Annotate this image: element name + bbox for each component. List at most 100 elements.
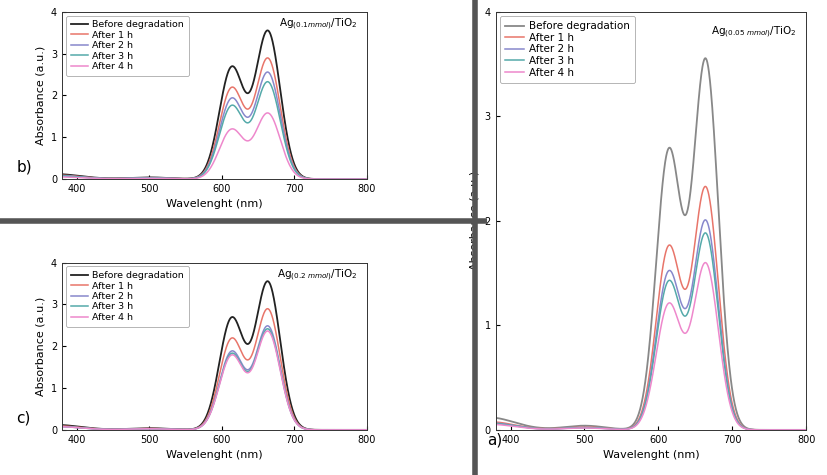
After 3 h bbox=[661, 285, 671, 290]
After 3 h bbox=[700, 230, 710, 236]
Text: Ag$_{(0.1mmol)}$/TiO$_2$: Ag$_{(0.1mmol)}$/TiO$_2$ bbox=[279, 17, 357, 32]
After 2 h bbox=[160, 175, 170, 181]
Before degradation bbox=[223, 68, 233, 74]
After 1 h bbox=[700, 183, 710, 189]
Before degradation bbox=[543, 425, 553, 431]
After 1 h bbox=[262, 306, 272, 312]
Before degradation bbox=[57, 422, 67, 428]
Before degradation bbox=[217, 345, 227, 351]
After 2 h bbox=[108, 427, 118, 432]
Before degradation bbox=[532, 425, 542, 430]
Line: After 2 h: After 2 h bbox=[62, 326, 366, 430]
After 1 h bbox=[625, 425, 635, 431]
After 4 h bbox=[801, 427, 811, 433]
After 1 h bbox=[57, 172, 67, 178]
Y-axis label: Absorbance (a.u.): Absorbance (a.u.) bbox=[36, 46, 45, 145]
After 4 h bbox=[661, 306, 671, 312]
After 4 h bbox=[543, 426, 553, 432]
After 3 h bbox=[595, 426, 605, 431]
After 1 h bbox=[189, 426, 199, 432]
X-axis label: Wavelenght (nm): Wavelenght (nm) bbox=[166, 450, 263, 460]
Line: Before degradation: Before degradation bbox=[495, 58, 806, 430]
Line: After 4 h: After 4 h bbox=[495, 263, 806, 430]
Y-axis label: Absorbance (a.u.): Absorbance (a.u.) bbox=[36, 297, 45, 396]
After 3 h bbox=[189, 426, 199, 432]
Before degradation bbox=[98, 175, 108, 181]
Before degradation bbox=[160, 426, 170, 431]
Line: After 1 h: After 1 h bbox=[62, 309, 366, 430]
After 4 h bbox=[57, 424, 67, 429]
Line: After 4 h: After 4 h bbox=[62, 331, 366, 430]
After 4 h bbox=[108, 176, 118, 181]
After 3 h bbox=[801, 427, 811, 433]
After 2 h bbox=[661, 275, 671, 281]
Line: Before degradation: Before degradation bbox=[62, 30, 366, 179]
After 3 h bbox=[108, 427, 118, 432]
Line: After 2 h: After 2 h bbox=[495, 220, 806, 430]
Before degradation bbox=[700, 56, 710, 61]
After 4 h bbox=[108, 427, 118, 432]
Before degradation bbox=[98, 426, 108, 432]
After 3 h bbox=[98, 176, 108, 181]
Before degradation bbox=[108, 176, 118, 181]
After 1 h bbox=[98, 175, 108, 181]
After 4 h bbox=[595, 426, 605, 431]
After 3 h bbox=[223, 105, 233, 111]
After 3 h bbox=[223, 354, 233, 360]
Before degradation bbox=[490, 415, 500, 421]
After 1 h bbox=[223, 339, 233, 345]
After 3 h bbox=[57, 173, 67, 179]
After 2 h bbox=[98, 176, 108, 181]
After 4 h bbox=[625, 426, 635, 431]
After 2 h bbox=[595, 425, 605, 431]
After 2 h bbox=[625, 425, 635, 431]
After 4 h bbox=[223, 355, 233, 361]
After 2 h bbox=[189, 175, 199, 181]
After 2 h bbox=[262, 323, 272, 329]
Before degradation bbox=[217, 95, 227, 100]
Line: After 1 h: After 1 h bbox=[495, 186, 806, 430]
Text: Ag$_{(0.05\ mmol)}$/TiO$_2$: Ag$_{(0.05\ mmol)}$/TiO$_2$ bbox=[711, 24, 797, 40]
After 4 h bbox=[160, 426, 170, 432]
After 1 h bbox=[361, 176, 371, 182]
Line: After 3 h: After 3 h bbox=[495, 233, 806, 430]
Text: b): b) bbox=[17, 159, 32, 174]
Before degradation bbox=[361, 427, 371, 433]
After 1 h bbox=[108, 427, 118, 432]
After 2 h bbox=[217, 370, 227, 376]
After 2 h bbox=[223, 352, 233, 357]
After 2 h bbox=[223, 99, 233, 104]
After 1 h bbox=[108, 176, 118, 181]
Before degradation bbox=[160, 175, 170, 180]
After 3 h bbox=[217, 371, 227, 377]
After 4 h bbox=[160, 176, 170, 181]
Before degradation bbox=[189, 426, 199, 431]
After 4 h bbox=[361, 427, 371, 433]
After 1 h bbox=[661, 251, 671, 256]
After 4 h bbox=[189, 176, 199, 181]
After 1 h bbox=[361, 427, 371, 433]
After 1 h bbox=[595, 425, 605, 431]
After 3 h bbox=[625, 426, 635, 431]
Legend: Before degradation, After 1 h, After 2 h, After 3 h, After 4 h: Before degradation, After 1 h, After 2 h… bbox=[500, 16, 635, 83]
After 4 h bbox=[189, 426, 199, 432]
After 1 h bbox=[801, 427, 811, 433]
After 2 h bbox=[189, 426, 199, 432]
Line: After 4 h: After 4 h bbox=[62, 113, 366, 179]
After 3 h bbox=[654, 319, 664, 324]
Line: After 2 h: After 2 h bbox=[62, 72, 366, 179]
After 1 h bbox=[189, 175, 199, 181]
After 3 h bbox=[490, 421, 500, 427]
Line: Before degradation: Before degradation bbox=[62, 281, 366, 430]
After 4 h bbox=[98, 176, 108, 181]
Before degradation bbox=[57, 171, 67, 177]
After 2 h bbox=[361, 427, 371, 433]
After 4 h bbox=[223, 128, 233, 134]
After 1 h bbox=[98, 426, 108, 432]
After 4 h bbox=[57, 174, 67, 180]
After 1 h bbox=[217, 361, 227, 366]
After 2 h bbox=[543, 426, 553, 432]
Before degradation bbox=[661, 158, 671, 163]
After 2 h bbox=[532, 426, 542, 431]
After 3 h bbox=[262, 79, 272, 85]
